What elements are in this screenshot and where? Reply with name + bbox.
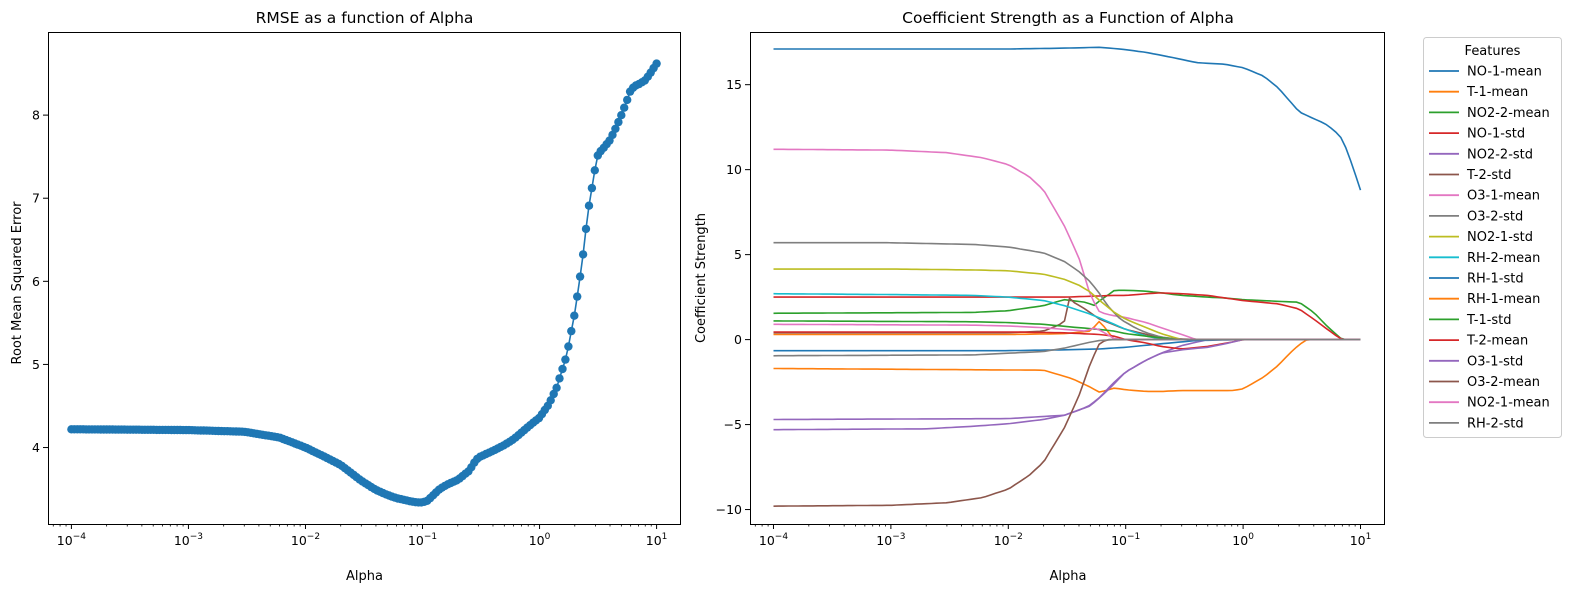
x-tick-label: 100 (529, 532, 551, 548)
legend-title: Features (1465, 44, 1521, 59)
rmse-point (558, 364, 567, 374)
x-tick-label: 10−2 (291, 532, 320, 548)
legend-box (1423, 37, 1562, 438)
legend-label: T-1-std (1466, 313, 1512, 328)
rmse-point (611, 124, 620, 133)
y-tick-label: 6 (32, 274, 40, 289)
y-tick-label: −10 (716, 502, 742, 517)
x-tick-label: 10−3 (876, 532, 905, 548)
legend-label: T-2-std (1466, 168, 1512, 183)
x-tick-label: 10−1 (1111, 532, 1140, 548)
y-axis-label: Coefficient Strength (694, 213, 709, 343)
axes-frame (750, 32, 1385, 525)
rmse-point (552, 383, 561, 392)
rmse-point (578, 250, 588, 259)
y-tick-label: 4 (32, 440, 40, 455)
tick-group: 10−4 10−3 10−2 10−1 100 101 −10 −5 0 5 10 15 (716, 77, 1372, 548)
rmse-point (570, 311, 579, 320)
rmse-point (590, 166, 599, 175)
chart-title: Coefficient Strength as a Function of Al… (902, 9, 1234, 27)
legend-label: NO2-1-std (1467, 230, 1533, 245)
series-line-O3-2-mean (773, 338, 1361, 507)
chart-title: RMSE as a function of Alpha (256, 9, 474, 27)
legend-label: NO-1-mean (1467, 65, 1542, 80)
legend-label: NO2-2-mean (1467, 106, 1550, 121)
legend-label: RH-1-std (1467, 272, 1524, 287)
series-line-O3-1-std (773, 338, 1361, 421)
legend-label: NO2-1-mean (1467, 396, 1550, 411)
plot-area (773, 46, 1362, 507)
y-tick-label: 7 (32, 191, 40, 206)
rmse-point (567, 326, 576, 336)
coefficient-chart: Coefficient Strength as a Function of Al… (694, 9, 1385, 584)
legend-items: NO-1-mean T-1-mean NO2-2-mean NO-1-std NO2-2… (1429, 65, 1550, 431)
plot-area (67, 59, 661, 507)
legend-label: O3-1-mean (1467, 189, 1540, 204)
series-line-NO2-2-mean (773, 289, 1361, 341)
y-tick-label: 10 (726, 162, 742, 177)
series-line-NO-1-mean (773, 46, 1362, 191)
axes-frame (48, 32, 681, 525)
x-tick-label: 10−4 (57, 532, 86, 548)
series-line-RH-1-std (773, 338, 1361, 352)
rmse-point (623, 95, 632, 105)
legend-label: RH-2-mean (1467, 251, 1540, 266)
legend-label: T-2-mean (1466, 334, 1528, 349)
x-tick-label: 101 (646, 532, 668, 548)
legend-label: O3-1-std (1467, 354, 1523, 369)
y-tick-label: 5 (734, 247, 742, 262)
y-axis-label: Root Mean Squared Error (10, 201, 25, 365)
legend-label: O3-2-std (1467, 209, 1523, 224)
legend: Features NO-1-meanT-1-meanNO2-2-meanNO-1… (1423, 37, 1562, 438)
series-line-NO2-2-std (773, 338, 1361, 431)
y-tick-label: 0 (734, 332, 742, 347)
rmse-point (652, 59, 661, 68)
x-tick-label: 101 (1350, 532, 1372, 548)
x-axis-label: Alpha (346, 569, 383, 584)
x-tick-label: 10−4 (759, 532, 788, 548)
x-axis-label: Alpha (1050, 569, 1087, 584)
rmse-point (617, 111, 626, 120)
x-tick-label: 100 (1232, 532, 1254, 548)
rmse-point (564, 342, 573, 351)
y-tick-label: 15 (726, 77, 742, 92)
series-line-T-1-mean (773, 338, 1361, 393)
rmse-point (620, 103, 629, 112)
y-tick-label: 8 (32, 108, 40, 123)
rmse-line (71, 63, 658, 504)
y-tick-label: −5 (724, 417, 742, 432)
y-tick-label: 5 (32, 357, 40, 372)
rmse-point (587, 183, 597, 193)
rmse-point (555, 374, 564, 383)
legend-label: RH-2-std (1467, 416, 1524, 431)
series-line-RH-2-std (773, 338, 1361, 357)
rmse-point (584, 201, 594, 210)
legend-label: T-1-mean (1466, 85, 1528, 100)
x-tick-label: 10−3 (174, 532, 203, 548)
rmse-point (614, 117, 623, 127)
rmse-point (581, 224, 591, 234)
legend-label: RH-1-mean (1467, 292, 1540, 307)
rmse-point (575, 272, 585, 281)
tick-group: 10−4 10−3 10−2 10−1 100 101 4 5 6 7 8 (32, 108, 667, 548)
x-tick-label: 10−1 (408, 532, 437, 548)
x-tick-label: 10−2 (994, 532, 1023, 548)
rmse-point (546, 396, 555, 405)
rmse-point (573, 292, 582, 301)
legend-label: NO2-2-std (1467, 147, 1533, 162)
series-line-NO-1-std (773, 292, 1361, 341)
legend-label: NO-1-std (1467, 127, 1525, 142)
rmse-chart: RMSE as a function of Alpha Alpha Root M… (10, 9, 681, 584)
legend-label: O3-2-mean (1467, 375, 1540, 390)
rmse-point (561, 355, 570, 364)
